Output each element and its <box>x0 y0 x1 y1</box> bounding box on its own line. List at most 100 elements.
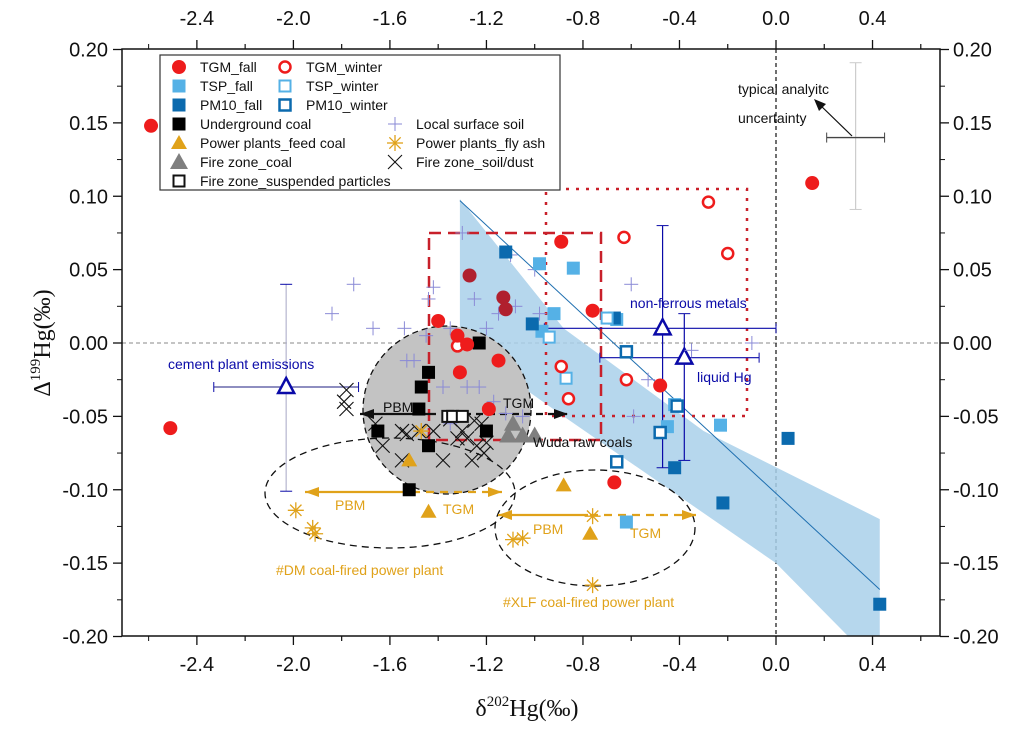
legend-marker-fz-soil <box>387 154 403 170</box>
marker <box>163 421 178 436</box>
point-fz-soil <box>466 413 482 429</box>
x-tick-label-bottom: -1.6 <box>373 654 407 676</box>
marker <box>619 515 633 529</box>
y-tick-label-right: -0.05 <box>953 406 999 428</box>
x-tick-label-top: 0.0 <box>762 8 790 30</box>
marker <box>414 380 428 394</box>
marker <box>619 372 634 387</box>
x-tick-label-top: 0.4 <box>859 8 887 30</box>
y-tick-label-left: -0.10 <box>62 480 108 502</box>
point-pm10-fall <box>781 431 795 445</box>
point-local-soil <box>684 343 699 358</box>
x-tick-label-top: -2.4 <box>180 8 214 30</box>
marker <box>586 510 599 523</box>
marker <box>873 597 887 611</box>
marker <box>607 475 622 490</box>
marker <box>425 423 441 439</box>
point-local-soil <box>421 291 436 306</box>
point-underground-coal <box>402 483 416 497</box>
legend-label: TGM_winter <box>306 59 383 75</box>
point-fz-soil <box>464 453 480 468</box>
point-local-soil <box>641 372 656 387</box>
point-tgm-fall <box>163 421 178 436</box>
point-tgm-winter <box>617 230 631 245</box>
marker <box>462 268 477 283</box>
legend-marker-pp-feed-coal <box>171 135 187 149</box>
x-tick-label-bottom: -0.4 <box>662 654 696 676</box>
marker <box>415 424 428 438</box>
source-0 <box>213 283 360 492</box>
marker <box>542 330 556 344</box>
marker <box>171 135 187 149</box>
point-local-soil <box>460 380 475 395</box>
point-tsp-fall <box>714 418 728 432</box>
legend-marker-tsp-fall <box>172 79 186 93</box>
annotation-pbm-dm: PBM <box>335 497 365 513</box>
marker <box>144 118 159 133</box>
point-underground-coal <box>472 336 486 350</box>
marker <box>670 399 684 413</box>
marker <box>474 416 490 432</box>
marker <box>653 378 668 393</box>
point-tsp-winter <box>542 330 556 344</box>
y-tick-label-right: -0.10 <box>953 480 999 502</box>
marker <box>455 409 469 423</box>
marker <box>582 525 599 540</box>
point-tgm-winter <box>701 195 716 209</box>
marker <box>555 477 572 492</box>
regression-line <box>459 200 881 590</box>
source-label: non-ferrous metals <box>630 295 747 311</box>
marker <box>701 195 716 209</box>
x-tick-label-top: -2.0 <box>276 8 310 30</box>
marker <box>278 79 292 93</box>
marker <box>506 533 520 546</box>
uncertainty-label-line2: uncertainty <box>738 110 806 126</box>
y-tick-label-left: 0.00 <box>69 333 108 355</box>
point-tsp-winter <box>559 371 573 385</box>
point-local-soil <box>498 406 513 421</box>
marker <box>476 445 492 461</box>
marker <box>805 176 820 191</box>
point-pm10-winter <box>609 455 624 469</box>
marker <box>781 431 795 445</box>
point-underground-coal <box>422 365 436 379</box>
point-pp-feed-coal <box>420 503 437 518</box>
point-local-soil <box>325 306 340 321</box>
legend-label: PM10_winter <box>306 97 388 113</box>
y-tick-label-left: 0.05 <box>69 260 108 282</box>
point-tgm-fall-dark <box>462 268 477 283</box>
point-pp-fly-ash <box>584 508 601 525</box>
marker <box>498 302 513 317</box>
marker <box>479 435 494 451</box>
x-tick-label-top: -1.2 <box>469 8 503 30</box>
y-tick-label-left: -0.15 <box>62 553 108 575</box>
x-tick-label-top: -1.6 <box>373 8 407 30</box>
point-pp-fly-ash <box>307 525 324 542</box>
axis-layer: δ202Hg(‰) Δ199Hg(‰) -2.4 -2.4 -2.0 -2.0 -1.6… <box>28 8 999 722</box>
marker <box>388 136 402 150</box>
y-tick-label-right: 0.20 <box>953 40 992 62</box>
marker <box>401 452 418 467</box>
point-tsp-winter <box>600 311 614 325</box>
point-tgm-fall <box>585 303 600 318</box>
point-tgm-winter <box>554 359 568 374</box>
marker <box>336 394 352 410</box>
point-tgm-fall <box>431 313 446 328</box>
marker <box>566 261 580 275</box>
x-tick-label-top: -0.8 <box>566 8 600 30</box>
marker <box>289 504 302 517</box>
x-tick-label-bottom: -2.4 <box>180 654 214 676</box>
legend-label: TSP_winter <box>306 78 379 94</box>
marker <box>278 60 292 74</box>
point-pm10-fall <box>668 461 682 475</box>
point-pm10-winter <box>653 425 667 440</box>
legend-marker-local-soil <box>388 117 402 131</box>
marker <box>469 438 485 454</box>
marker <box>399 426 415 442</box>
y-tick-label-left: -0.20 <box>62 627 108 649</box>
point-fz-soil <box>375 438 391 454</box>
point-local-soil <box>346 277 361 292</box>
point-pm10-fall <box>525 317 539 331</box>
marker <box>422 365 436 379</box>
marker <box>491 353 506 368</box>
